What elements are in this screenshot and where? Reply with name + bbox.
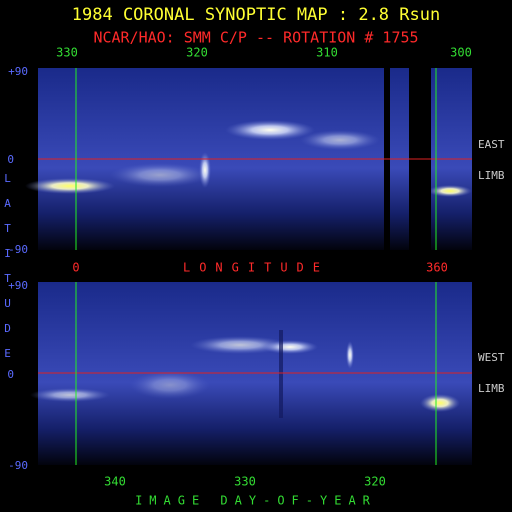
longitude-label: LONGITUDE — [183, 261, 329, 275]
side-label: LIMB — [478, 382, 505, 395]
lat-tick: +90 — [8, 65, 28, 78]
side-label: WEST — [478, 351, 505, 364]
panel-east — [25, 68, 472, 250]
bottom-tick: 340 — [104, 475, 126, 489]
lat-tick: +90 — [8, 279, 28, 292]
subtitle: NCAR/HAO: SMM C/P -- ROTATION # 1755 — [93, 29, 418, 47]
side-label: EAST — [478, 138, 505, 151]
longitude-start: 0 — [72, 261, 79, 275]
lat-tick: 0 — [7, 153, 14, 166]
panel-west — [30, 282, 472, 465]
top-tick: 330 — [56, 46, 78, 60]
top-tick: 320 — [186, 46, 208, 60]
lat-tick: -90 — [8, 459, 28, 472]
top-tick: 310 — [316, 46, 338, 60]
bottom-tick: 320 — [364, 475, 386, 489]
bottom-tick: 330 — [234, 475, 256, 489]
y-title: LATITUDE — [1, 172, 14, 372]
bottom-axis-label: IMAGE DAY-OF-YEAR — [135, 494, 377, 508]
side-label: LIMB — [478, 169, 505, 182]
longitude-end: 360 — [426, 261, 448, 275]
top-tick: 300 — [450, 46, 472, 60]
lat-tick: -90 — [8, 243, 28, 256]
lat-tick: 0 — [7, 368, 14, 381]
title: 1984 CORONAL SYNOPTIC MAP : 2.8 Rsun — [72, 5, 440, 25]
